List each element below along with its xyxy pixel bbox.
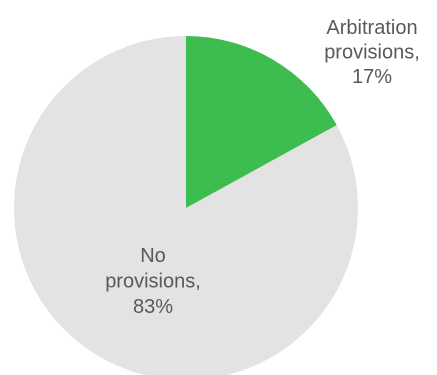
slice-label-line: Arbitration xyxy=(326,17,417,39)
slice-label-no-provisions: No provisions, 83% xyxy=(105,245,201,318)
pie-slice-arbitration-provisions xyxy=(186,36,337,208)
slice-label-line: 17% xyxy=(352,66,392,88)
slice-label-line: 83% xyxy=(133,296,173,318)
slice-label-arbitration-provisions: Arbitration provisions, 17% xyxy=(324,17,420,88)
pie-slice-no-provisions xyxy=(14,36,359,375)
pie-labels: Arbitration provisions, 17%No provisions, 83… xyxy=(105,17,420,318)
slice-label-line: provisions, xyxy=(105,271,201,293)
slice-label-line: No xyxy=(140,245,166,267)
pie-slices xyxy=(14,36,359,375)
slice-label-line: provisions, xyxy=(324,42,420,64)
